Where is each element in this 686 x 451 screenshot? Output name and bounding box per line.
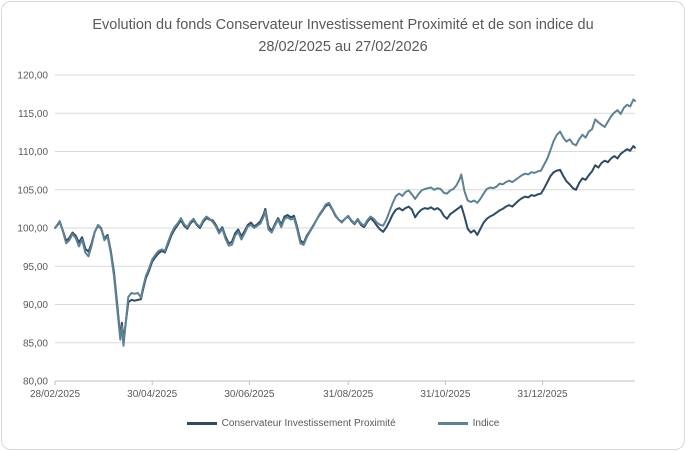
legend-line-swatch bbox=[437, 422, 468, 425]
chart-legend: Conservateur Investissement Proximité Ind… bbox=[0, 418, 686, 429]
y-tick-label: 120,00 bbox=[17, 71, 48, 82]
series-line-index bbox=[54, 98, 636, 347]
y-tick-label: 105,00 bbox=[17, 185, 48, 196]
legend-item-index: Indice bbox=[437, 418, 500, 429]
x-tick-label: 28/02/2025 bbox=[30, 389, 80, 400]
x-tick-label: 31/08/2025 bbox=[323, 389, 373, 400]
y-tick-label: 80,00 bbox=[23, 377, 48, 388]
series-line-fund bbox=[54, 145, 636, 342]
y-tick-label: 95,00 bbox=[23, 262, 48, 273]
legend-line-swatch bbox=[186, 422, 217, 425]
x-tick-label: 31/10/2025 bbox=[420, 389, 470, 400]
x-tick-label: 30/04/2025 bbox=[127, 389, 177, 400]
x-tick-label: 30/06/2025 bbox=[224, 389, 274, 400]
legend-item-label: Conservateur Investissement Proximité bbox=[221, 418, 396, 429]
chart-title: Evolution du fonds Conservateur Investis… bbox=[92, 17, 594, 56]
y-tick-label: 90,00 bbox=[23, 300, 48, 311]
y-tick-label: 85,00 bbox=[23, 338, 48, 349]
legend-item-fund: Conservateur Investissement Proximité bbox=[186, 418, 396, 429]
y-tick-label: 115,00 bbox=[18, 109, 48, 120]
x-tick-label: 31/12/2025 bbox=[518, 389, 568, 400]
y-tick-label: 110,00 bbox=[18, 147, 48, 158]
y-tick-label: 100,00 bbox=[17, 224, 48, 235]
legend-item-label: Indice bbox=[472, 418, 500, 429]
